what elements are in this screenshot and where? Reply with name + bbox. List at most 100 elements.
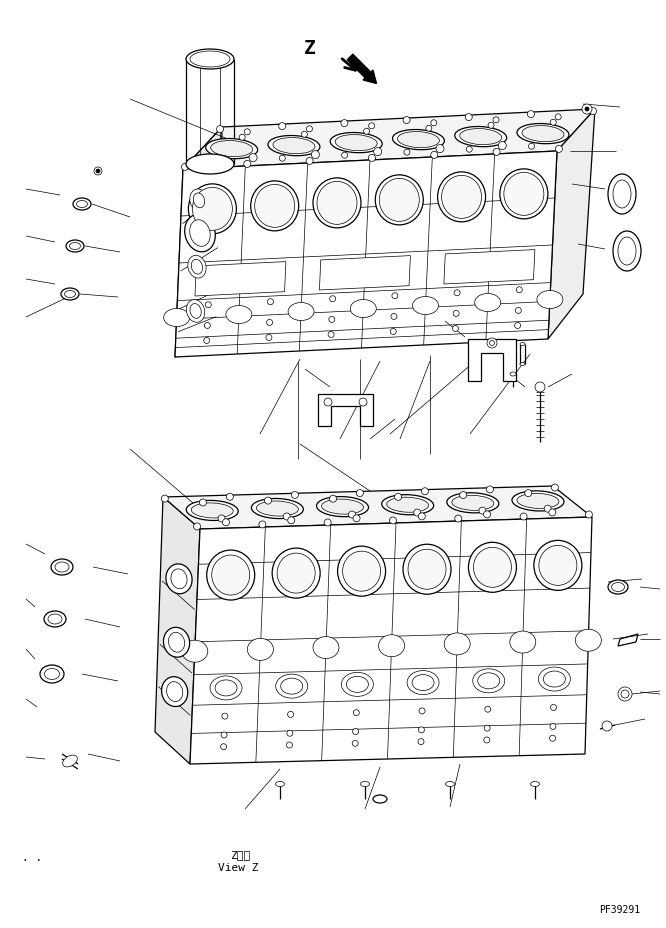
Circle shape — [515, 308, 521, 314]
Circle shape — [328, 332, 334, 338]
Ellipse shape — [613, 181, 631, 209]
Ellipse shape — [206, 139, 258, 160]
Circle shape — [352, 741, 358, 746]
Circle shape — [161, 496, 168, 503]
Ellipse shape — [403, 545, 451, 595]
Circle shape — [249, 154, 257, 162]
Ellipse shape — [186, 155, 234, 174]
Circle shape — [525, 490, 531, 497]
Circle shape — [487, 339, 497, 349]
Ellipse shape — [69, 243, 81, 251]
Circle shape — [454, 290, 460, 296]
Circle shape — [329, 317, 335, 323]
Ellipse shape — [210, 141, 252, 158]
Ellipse shape — [251, 499, 303, 519]
Ellipse shape — [188, 185, 236, 235]
Circle shape — [364, 129, 370, 135]
Ellipse shape — [247, 638, 274, 661]
Ellipse shape — [206, 550, 254, 600]
Circle shape — [226, 494, 233, 501]
Ellipse shape — [468, 543, 516, 593]
Ellipse shape — [192, 188, 232, 231]
Ellipse shape — [517, 494, 559, 509]
Circle shape — [486, 486, 494, 494]
Circle shape — [181, 164, 188, 171]
Circle shape — [353, 515, 360, 522]
Ellipse shape — [254, 186, 294, 228]
Circle shape — [498, 142, 506, 150]
Ellipse shape — [407, 671, 439, 695]
Ellipse shape — [190, 52, 230, 68]
Ellipse shape — [280, 678, 303, 694]
Circle shape — [204, 338, 210, 344]
Circle shape — [341, 121, 348, 127]
Circle shape — [490, 342, 494, 346]
Circle shape — [418, 727, 424, 733]
Polygon shape — [183, 110, 595, 170]
Circle shape — [455, 515, 462, 522]
Ellipse shape — [504, 174, 544, 216]
Circle shape — [306, 159, 313, 165]
Ellipse shape — [55, 562, 69, 573]
Ellipse shape — [517, 124, 569, 145]
Circle shape — [302, 132, 308, 138]
Ellipse shape — [162, 677, 188, 707]
Ellipse shape — [618, 238, 636, 265]
Ellipse shape — [387, 497, 429, 512]
Ellipse shape — [212, 556, 250, 596]
Ellipse shape — [608, 174, 636, 214]
Circle shape — [312, 151, 320, 160]
Ellipse shape — [276, 675, 308, 699]
Circle shape — [395, 494, 402, 501]
Circle shape — [422, 488, 428, 496]
Circle shape — [94, 168, 102, 175]
Ellipse shape — [316, 497, 368, 517]
Ellipse shape — [537, 291, 563, 309]
Ellipse shape — [455, 127, 507, 148]
Circle shape — [485, 706, 491, 713]
Polygon shape — [155, 497, 200, 764]
Ellipse shape — [360, 781, 370, 787]
Ellipse shape — [408, 549, 446, 589]
Circle shape — [621, 690, 629, 698]
Ellipse shape — [520, 363, 525, 367]
Circle shape — [266, 320, 272, 326]
Circle shape — [555, 147, 562, 153]
Ellipse shape — [342, 673, 374, 697]
Circle shape — [306, 126, 312, 133]
Ellipse shape — [273, 138, 315, 154]
Circle shape — [239, 135, 245, 141]
Circle shape — [431, 152, 438, 160]
Polygon shape — [320, 256, 410, 290]
Ellipse shape — [512, 491, 564, 511]
Circle shape — [96, 170, 100, 174]
Ellipse shape — [520, 343, 525, 346]
Circle shape — [374, 148, 382, 157]
Circle shape — [460, 492, 467, 499]
Polygon shape — [444, 251, 535, 285]
Circle shape — [550, 120, 556, 126]
Text: . .: . . — [22, 852, 42, 862]
Circle shape — [452, 326, 458, 332]
Ellipse shape — [412, 675, 434, 690]
Ellipse shape — [188, 256, 206, 278]
Polygon shape — [175, 128, 222, 357]
Circle shape — [418, 739, 424, 745]
Ellipse shape — [48, 614, 62, 625]
Circle shape — [414, 509, 421, 517]
Ellipse shape — [40, 665, 64, 683]
Circle shape — [390, 329, 396, 335]
Ellipse shape — [460, 129, 501, 146]
Text: Z　視: Z 視 — [230, 849, 250, 859]
Ellipse shape — [186, 501, 238, 521]
Circle shape — [199, 499, 206, 507]
Circle shape — [287, 730, 293, 737]
Ellipse shape — [613, 232, 641, 272]
Ellipse shape — [346, 677, 368, 692]
Ellipse shape — [51, 560, 73, 575]
Circle shape — [493, 118, 499, 123]
Circle shape — [330, 296, 336, 303]
Ellipse shape — [398, 133, 440, 148]
Ellipse shape — [438, 173, 486, 223]
Ellipse shape — [73, 199, 91, 211]
